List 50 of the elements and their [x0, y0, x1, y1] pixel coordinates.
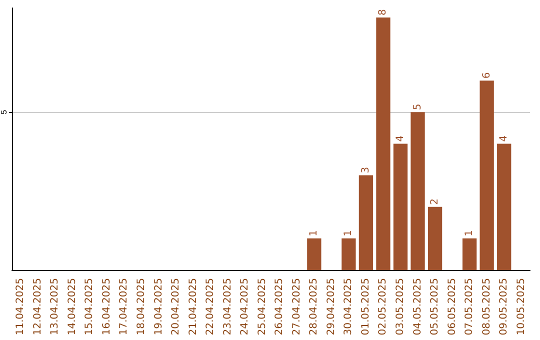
x-tick-label: 30.04.2025 [343, 278, 354, 336]
bar [358, 175, 374, 270]
x-tick-label: 21.04.2025 [188, 278, 199, 336]
x-tick-label: 25.04.2025 [256, 278, 268, 336]
x-tick-label: 07.05.2025 [464, 278, 476, 336]
x-tick-label: 01.05.2025 [360, 278, 372, 336]
x-tick-label: 19.04.2025 [153, 278, 164, 336]
x-tick-label: 22.04.2025 [205, 278, 216, 336]
data-label: 8 [378, 9, 389, 16]
x-tick-label: 24.04.2025 [240, 278, 251, 336]
x-tick-label: 17.04.2025 [118, 278, 130, 336]
x-tick-label: 18.04.2025 [136, 278, 147, 336]
bar [480, 80, 494, 270]
data-label: 3 [360, 166, 372, 174]
bar [462, 238, 477, 270]
x-tick-label: 23.04.2025 [222, 278, 234, 336]
x-tick-label: 16.04.2025 [101, 278, 112, 336]
x-tick-label: 14.04.2025 [66, 278, 78, 336]
bar [307, 238, 322, 270]
x-tick-label: 02.05.2025 [378, 278, 389, 336]
bar [393, 144, 408, 270]
x-tick-label: 28.04.2025 [308, 278, 320, 336]
x-tick-label: 09.05.2025 [498, 278, 510, 336]
data-label: 1 [343, 230, 354, 236]
x-tick-label: 03.05.2025 [395, 278, 406, 336]
data-label: 5 [412, 104, 424, 110]
data-label: 4 [395, 135, 406, 142]
x-tick-label: 05.05.2025 [430, 278, 441, 336]
x-tick-label: 26.04.2025 [274, 278, 286, 336]
x-tick-label: 04.05.2025 [412, 278, 424, 336]
bar [428, 206, 442, 270]
bar [497, 144, 512, 270]
x-tick-label: 08.05.2025 [481, 278, 492, 336]
data-label: 4 [498, 135, 510, 142]
data-label: 2 [430, 198, 441, 205]
x-tick-label: 29.04.2025 [326, 278, 337, 336]
x-tick-label: 12.04.2025 [32, 278, 44, 336]
data-label: 1 [464, 230, 476, 236]
bar [342, 238, 356, 270]
x-tick-label: 20.04.2025 [170, 278, 182, 336]
data-label: 6 [481, 72, 492, 79]
x-tick-label: 13.04.2025 [50, 278, 61, 336]
x-tick-label: 10.05.2025 [516, 278, 527, 336]
data-label: 1 [308, 230, 320, 236]
x-tick-label: 11.04.2025 [15, 278, 26, 336]
x-tick-label: 06.05.2025 [446, 278, 458, 336]
bar [410, 112, 425, 270]
x-tick-label: 27.04.2025 [291, 278, 302, 336]
bar [376, 17, 390, 270]
x-tick-label: 15.04.2025 [84, 278, 96, 336]
